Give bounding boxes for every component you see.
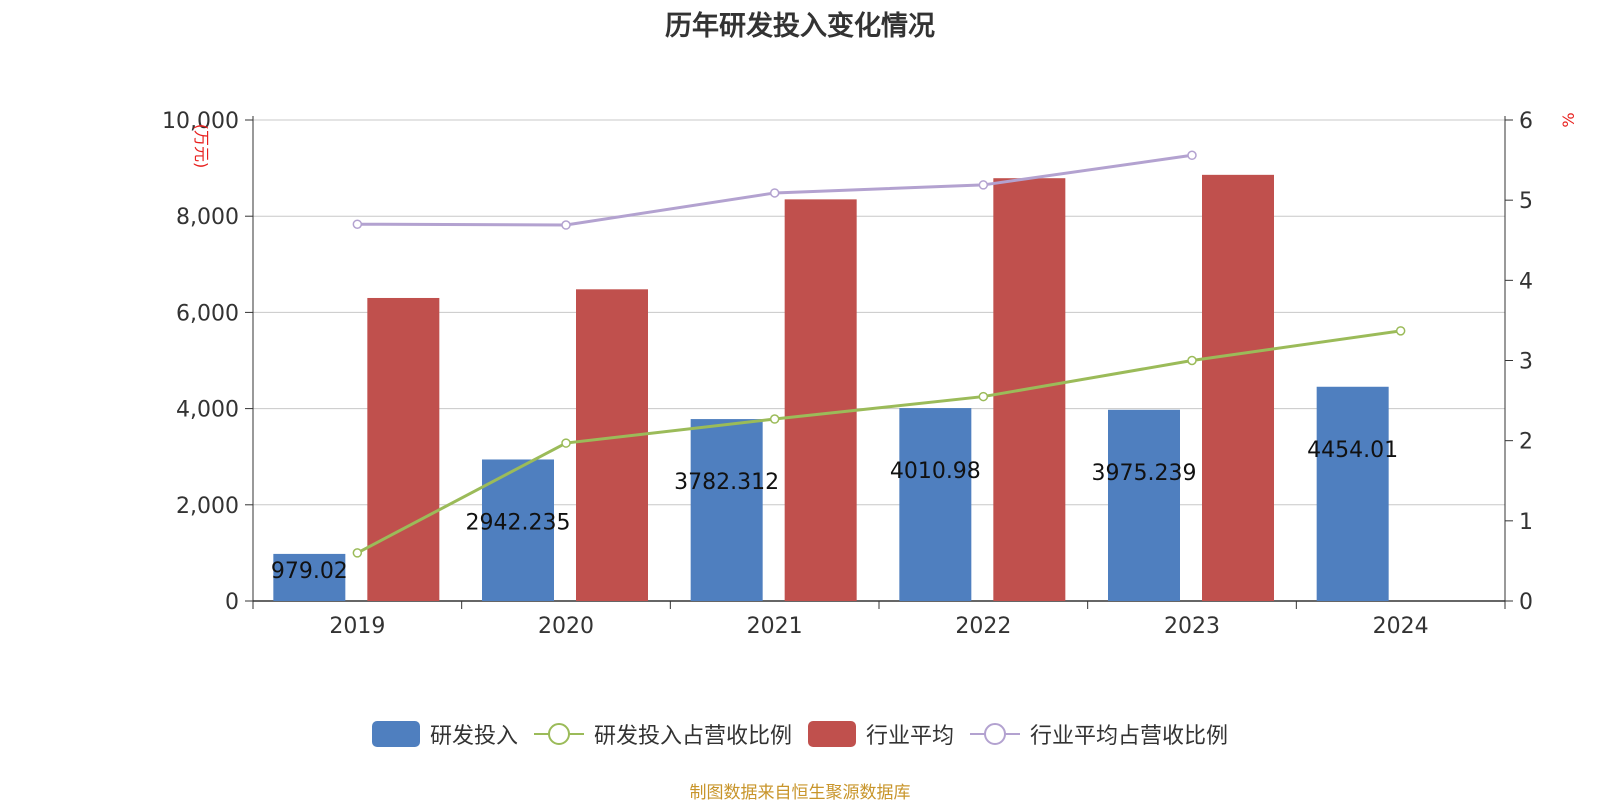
legend-label-rd-ratio: 研发投入占营收比例 bbox=[593, 724, 792, 749]
bar-rd bbox=[899, 408, 972, 601]
y-left-tick-label: 10,000 bbox=[162, 109, 239, 134]
chart-title: 历年研发投入变化情况 bbox=[665, 11, 935, 42]
y-left-tick-label: 2,000 bbox=[176, 494, 239, 519]
rd-ratio-line bbox=[356, 329, 1401, 555]
data-label-rd: 4454.01 bbox=[1307, 438, 1398, 463]
bar-industry bbox=[367, 297, 440, 601]
y-right-unit-label: % bbox=[1559, 112, 1578, 127]
data-label-rd: 3975.239 bbox=[1092, 461, 1197, 486]
y-right-tick-label: 3 bbox=[1519, 350, 1533, 375]
bar-industry bbox=[784, 199, 857, 602]
legend-item-rd[interactable]: 研发投入 bbox=[371, 718, 518, 750]
legend-swatch-industry-ratio bbox=[970, 723, 1021, 745]
legend-item-rd-ratio[interactable]: 研发投入占营收比例 bbox=[533, 718, 792, 750]
legend-label-industry: 行业平均 bbox=[866, 724, 955, 749]
y-right-tick-label: 4 bbox=[1519, 269, 1533, 294]
legend-item-industry[interactable]: 行业平均 bbox=[808, 718, 954, 750]
x-tick-label: 2019 bbox=[329, 614, 385, 639]
bar-rd bbox=[690, 419, 763, 601]
source-note: 制图数据来自恒生聚源数据库 bbox=[689, 783, 911, 803]
y-right-tick-label: 1 bbox=[1519, 510, 1533, 535]
bar-industry bbox=[1202, 174, 1274, 602]
industry-ratio-point bbox=[978, 180, 989, 190]
y-right-tick-label: 0 bbox=[1519, 590, 1533, 615]
industry-ratio-point bbox=[1187, 150, 1197, 161]
y-left-unit-label: (万元) bbox=[192, 124, 211, 169]
data-label-rd: 4010.98 bbox=[890, 459, 981, 484]
legend-swatch-rd-ratio bbox=[533, 723, 584, 745]
legend-label-industry-ratio: 行业平均占营收比例 bbox=[1030, 724, 1229, 749]
data-label-rd: 3782.312 bbox=[674, 470, 779, 495]
y-left-tick-label: 6,000 bbox=[176, 301, 239, 326]
industry-ratio-point bbox=[561, 220, 571, 230]
legend-swatch-rd bbox=[371, 721, 420, 747]
y-right-tick-label: 5 bbox=[1519, 189, 1533, 214]
data-label-rd: 2942.235 bbox=[466, 510, 571, 535]
x-tick-label: 2024 bbox=[1373, 614, 1429, 639]
legend-item-industry-ratio[interactable]: 行业平均占营收比例 bbox=[970, 718, 1228, 750]
x-tick-label: 2021 bbox=[747, 614, 803, 639]
rd-ratio-point bbox=[978, 391, 989, 402]
y-right-tick-label: 6 bbox=[1519, 109, 1533, 134]
rd-ratio-point bbox=[1395, 326, 1406, 336]
industry-ratio-point bbox=[769, 188, 780, 198]
industry-ratio-point bbox=[352, 219, 363, 229]
chart-legend: 研发投入 研发投入占营收比例 行业平均 行业平均占营收比例 bbox=[0, 718, 1600, 750]
chart-canvas: 0 2,000 4,000 6,000 8,000 10,000 0 1 2 3 4 5 6 (万元)% 2… bbox=[162, 109, 1578, 639]
bar-rd bbox=[482, 459, 554, 601]
bar-rd bbox=[273, 553, 346, 601]
bar-industry bbox=[576, 289, 648, 601]
data-label-rd: 979.02 bbox=[271, 559, 348, 584]
bar-rd bbox=[1108, 409, 1180, 601]
y-left-tick-label: 4,000 bbox=[176, 398, 239, 423]
legend-label-rd: 研发投入 bbox=[429, 724, 518, 749]
y-left-tick-label: 0 bbox=[225, 590, 239, 615]
x-tick-label: 2020 bbox=[538, 614, 594, 639]
x-tick-label: 2023 bbox=[1164, 614, 1220, 639]
legend-swatch-industry bbox=[808, 721, 856, 747]
y-left-tick-label: 8,000 bbox=[176, 205, 239, 230]
rd-ratio-point bbox=[561, 438, 571, 448]
rd-ratio-point bbox=[769, 414, 780, 424]
bar-rd bbox=[1316, 386, 1389, 601]
rd-ratio-point bbox=[1187, 355, 1197, 366]
x-tick-label: 2022 bbox=[955, 614, 1011, 639]
y-right-tick-label: 2 bbox=[1519, 430, 1533, 455]
rd-ratio-point bbox=[352, 548, 363, 558]
